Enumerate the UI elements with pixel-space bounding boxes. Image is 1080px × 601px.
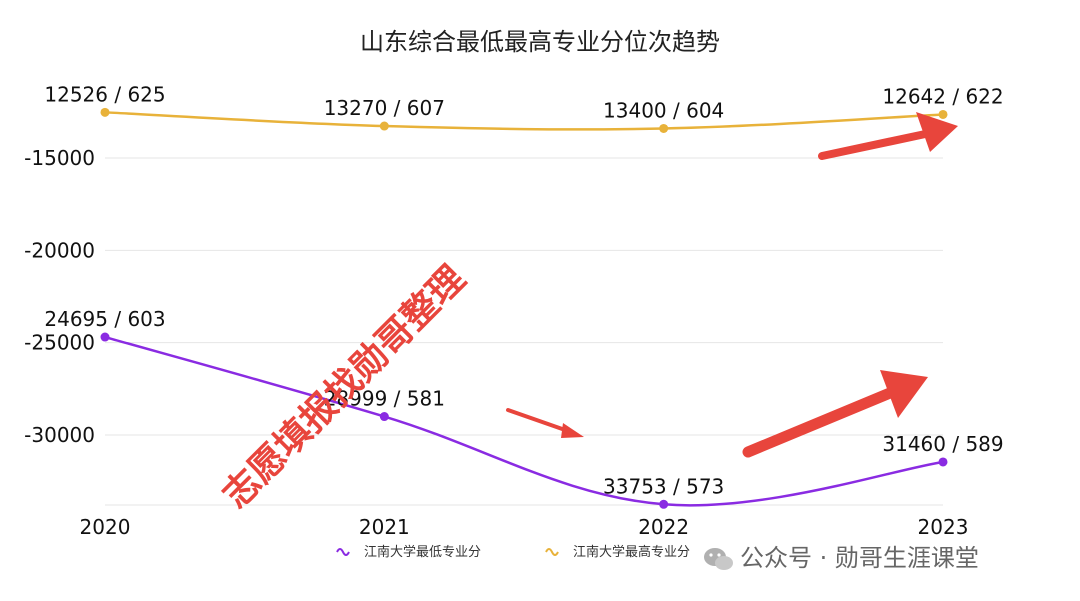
series-layer — [100, 107, 948, 509]
legend-label-series-2: 江南大学最高专业分 — [573, 544, 690, 560]
data-point[interactable] — [379, 412, 389, 422]
data-label: 33753 / 573 — [603, 474, 724, 498]
legend-swatch-series-1 — [336, 548, 350, 556]
branding: 公众号 · 勋哥生涯课堂 — [704, 544, 979, 572]
data-label: 13400 / 604 — [603, 98, 724, 122]
arrow-top-right — [818, 112, 958, 160]
data-point[interactable] — [100, 332, 110, 342]
wechat-icon — [704, 548, 733, 570]
arrow-middle — [506, 408, 584, 438]
x-tick-label: 2023 — [918, 515, 969, 539]
chart-title: 山东综合最低最高专业分位次趋势 — [360, 28, 720, 56]
legend-swatch-series-2 — [545, 548, 559, 556]
series-line-2 — [104, 111, 944, 131]
y-tick-label: -25000 — [24, 331, 95, 355]
data-label: 12642 / 622 — [882, 84, 1003, 108]
data-point[interactable] — [659, 123, 669, 133]
arrow-bottom-right — [742, 370, 928, 458]
data-label: 31460 / 589 — [882, 432, 1003, 456]
data-point[interactable] — [659, 499, 669, 509]
data-label: 12526 / 625 — [44, 82, 165, 106]
grid-lines — [105, 157, 943, 506]
legend: 江南大学最低专业分 江南大学最高专业分 — [336, 544, 690, 560]
x-tick-label: 2021 — [359, 515, 410, 539]
legend-item-series-1[interactable]: 江南大学最低专业分 — [336, 544, 481, 560]
data-label: 28999 / 581 — [324, 387, 445, 411]
y-tick-label: -30000 — [24, 423, 95, 447]
x-tick-label: 2022 — [638, 515, 689, 539]
legend-label-series-1: 江南大学最低专业分 — [364, 544, 481, 560]
series-line-1 — [104, 335, 944, 507]
data-label: 24695 / 603 — [44, 307, 165, 331]
data-label: 13270 / 607 — [324, 96, 445, 120]
data-point[interactable] — [100, 107, 110, 117]
x-tick-label: 2020 — [80, 515, 131, 539]
data-point[interactable] — [938, 109, 948, 119]
data-labels: 24695 / 603 28999 / 581 33753 / 573 31460 /… — [44, 82, 1003, 498]
y-axis-ticks: -15000 -20000 -25000 -30000 — [24, 146, 95, 447]
y-tick-label: -20000 — [24, 238, 95, 262]
x-axis-ticks: 2020 2021 2022 2023 — [80, 515, 969, 539]
data-point[interactable] — [379, 121, 389, 131]
legend-item-series-2[interactable]: 江南大学最高专业分 — [545, 544, 690, 560]
annotation-arrows — [506, 112, 958, 458]
brand-text: 公众号 · 勋哥生涯课堂 — [740, 544, 979, 572]
y-tick-label: -15000 — [24, 146, 95, 170]
data-point[interactable] — [938, 457, 948, 467]
